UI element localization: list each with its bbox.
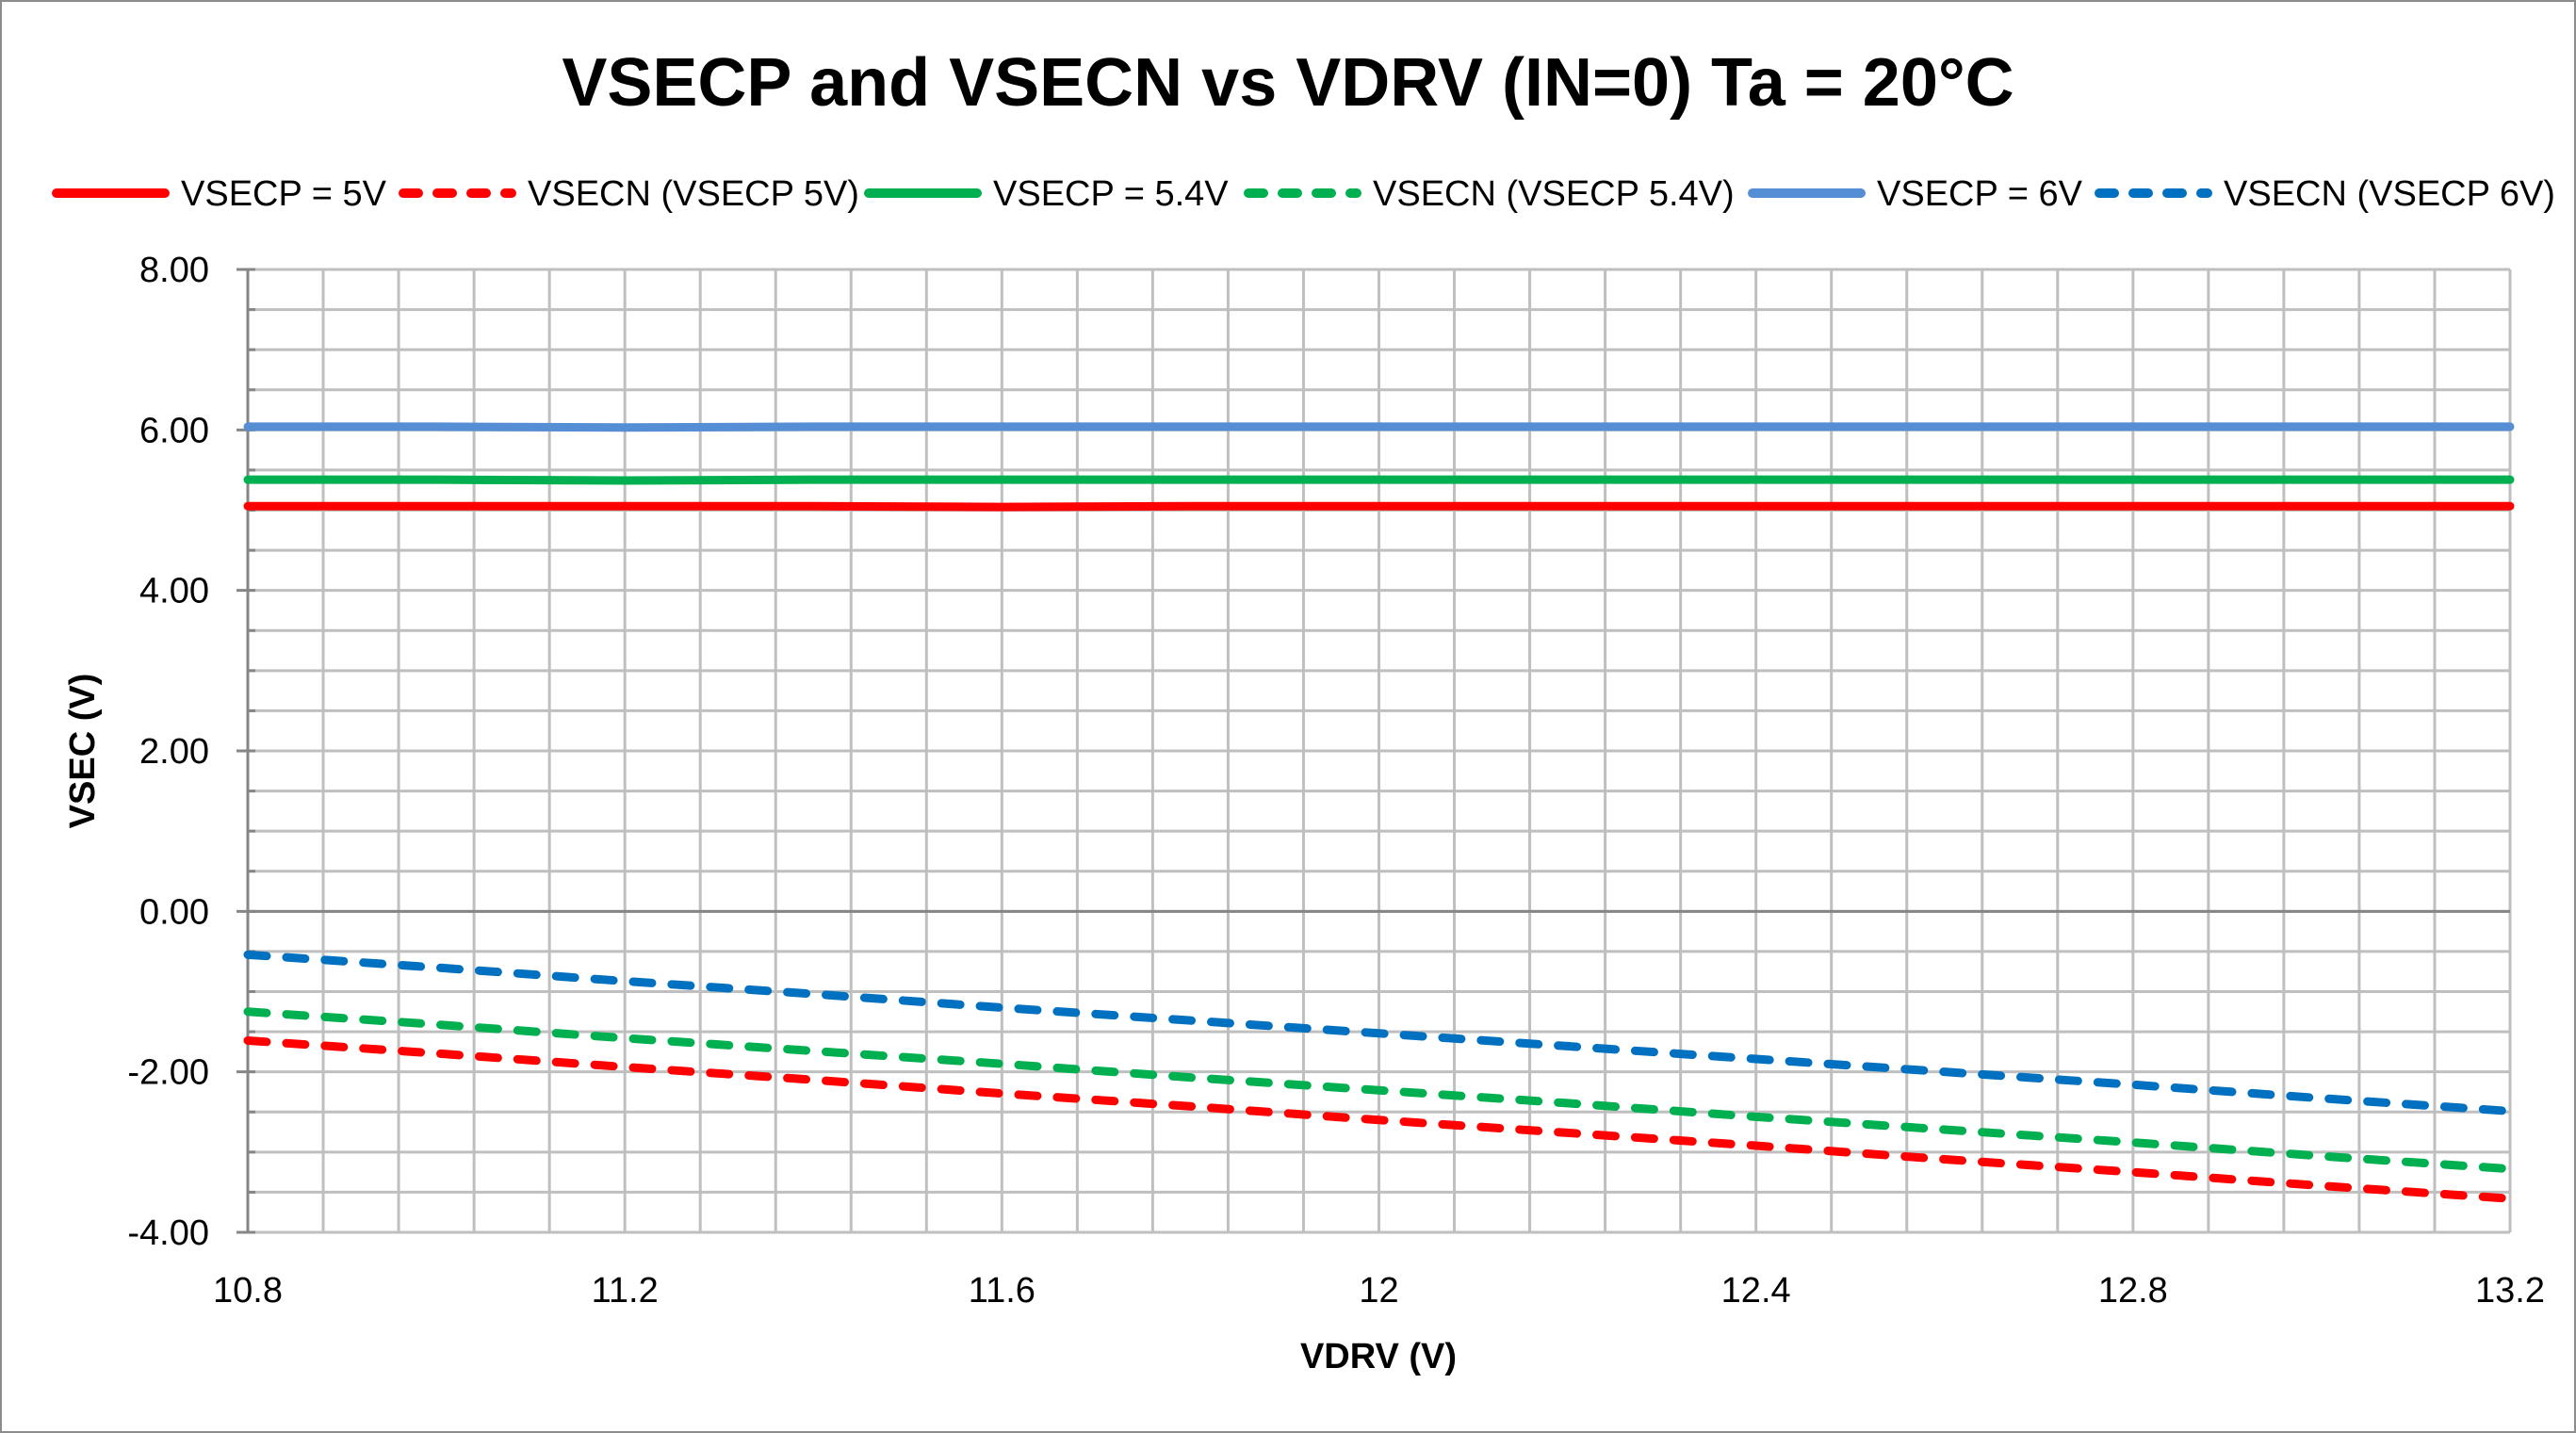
x-tick-label: 13.2 <box>2475 1271 2545 1311</box>
series-line-2 <box>243 1035 2515 1203</box>
x-axis-title: VDRV (V) <box>1300 1337 1457 1376</box>
y-tick-label: -4.00 <box>127 1213 209 1253</box>
y-tick-label: 4.00 <box>139 572 209 611</box>
y-tick-label: 6.00 <box>139 411 209 450</box>
x-tick-label: 12.8 <box>2098 1271 2168 1311</box>
series-group <box>243 422 2515 1203</box>
legend-label: VSECN (VSECP 5V) <box>528 174 859 214</box>
series-line-5 <box>243 422 2515 432</box>
y-tick-label: 0.00 <box>139 892 209 932</box>
legend: VSECP = 5V VSECN (VSECP 5V) VSECP = 5.4V VS… <box>52 174 2555 214</box>
legend-label: VSECP = 5V <box>181 174 387 214</box>
legend-label: VSECN (VSECP 6V) <box>2224 174 2555 214</box>
y-tick-label: 2.00 <box>139 732 209 772</box>
x-tick-label: 12 <box>1359 1271 1398 1311</box>
series-line-4 <box>243 1007 2515 1174</box>
y-tick-label: -2.00 <box>127 1053 209 1093</box>
x-tick-label: 11.6 <box>969 1271 1035 1311</box>
x-tick-label: 12.4 <box>1721 1271 1791 1311</box>
legend-label: VSECP = 6V <box>1877 174 2083 214</box>
legend-label: VSECP = 5.4V <box>993 174 1229 214</box>
series-line-1 <box>243 501 2515 512</box>
series-line-6 <box>243 950 2515 1115</box>
y-axis-title: VSEC (V) <box>63 674 103 829</box>
chart-title: VSECP and VSECN vs VDRV (IN=0) Ta = 20°C <box>562 45 2014 121</box>
legend-label: VSECN (VSECP 5.4V) <box>1373 174 1735 214</box>
y-tick-label: 8.00 <box>139 251 209 290</box>
x-tick-label: 11.2 <box>592 1271 659 1311</box>
x-tick-label: 10.8 <box>213 1271 283 1311</box>
